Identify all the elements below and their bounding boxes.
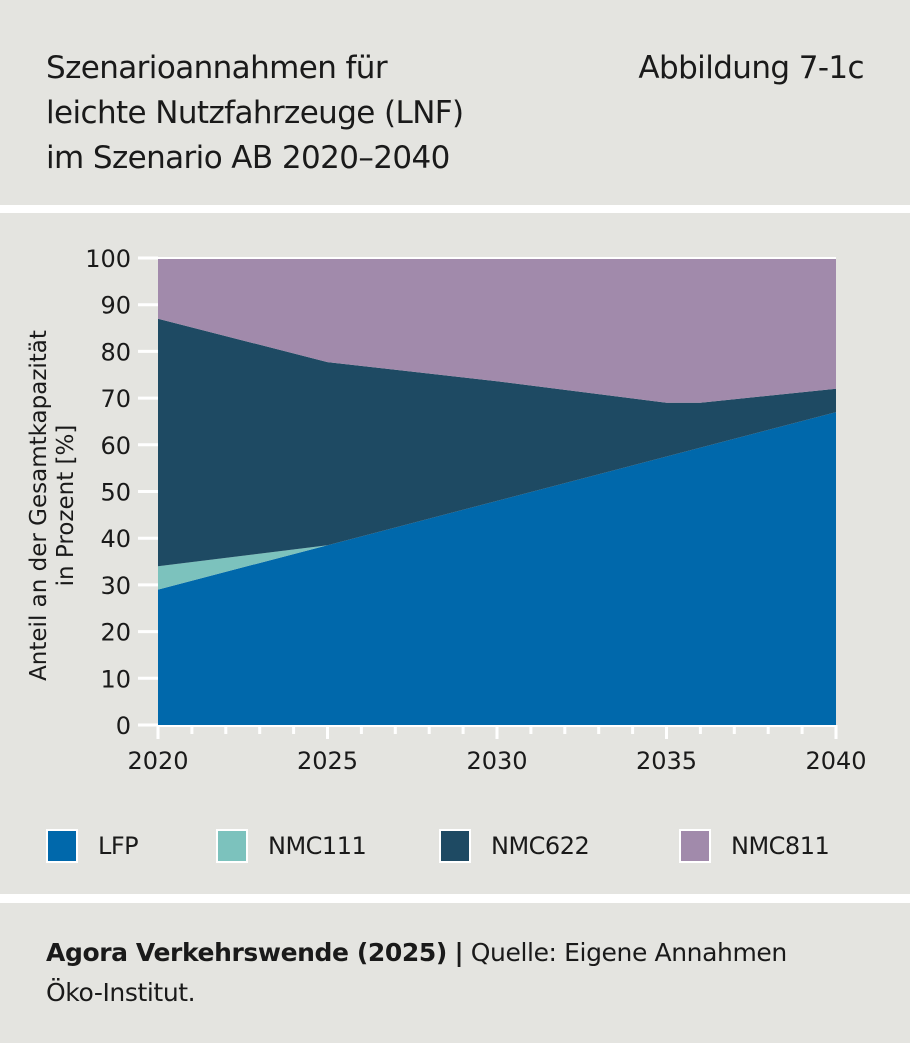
legend-swatch-nmc111 <box>216 829 248 863</box>
legend-item-nmc111: NMC111 <box>216 826 367 866</box>
area-layer <box>158 257 836 725</box>
x-tick-label: 2025 <box>297 747 358 775</box>
y-tick-label: 50 <box>100 479 131 507</box>
y-tick-label: 70 <box>100 385 131 413</box>
legend-swatch-nmc811 <box>679 829 711 863</box>
y-tick-label: 80 <box>100 338 131 366</box>
legend-swatch-nmc622 <box>439 829 471 863</box>
x-tick-label: 2030 <box>466 747 527 775</box>
title-line-3: im Szenario AB 2020–2040 <box>46 140 450 176</box>
y-tick-label: 30 <box>100 572 131 600</box>
source-separator: | <box>454 938 464 967</box>
area-lfp <box>158 412 836 725</box>
figure-number: Abbildung 7-1c <box>638 50 864 86</box>
title-line-2: leichte Nutzfahrzeuge (LNF) <box>46 95 464 131</box>
y-tick-label: 60 <box>100 432 131 460</box>
y-tick-label: 40 <box>100 525 131 553</box>
legend: LFP NMC111 NMC622 NMC811 <box>0 826 910 866</box>
area-nmc811 <box>158 258 836 403</box>
header-panel: Szenarioannahmen für leichte Nutzfahrzeu… <box>0 0 910 205</box>
footer-panel: Agora Verkehrswende (2025) | Quelle: Eig… <box>0 903 910 1043</box>
title-line-1: Szenarioannahmen für <box>46 50 388 86</box>
chart-panel: 0 10 20 30 40 50 60 70 80 90 100 2020 2025 2030 2035 2… <box>0 213 910 894</box>
legend-item-nmc622: NMC622 <box>439 826 590 866</box>
legend-item-lfp: LFP <box>46 826 139 866</box>
legend-label-nmc111: NMC111 <box>268 832 367 860</box>
x-tick-label: 2035 <box>636 747 697 775</box>
source-note: Agora Verkehrswende (2025) | Quelle: Eig… <box>46 933 787 1013</box>
y-tick-label: 0 <box>116 712 131 740</box>
y-tick-label: 100 <box>85 245 131 273</box>
x-tick-label: 2040 <box>805 747 866 775</box>
y-tick-label: 20 <box>100 619 131 647</box>
y-axis-label-line-2: in Prozent [%] <box>53 425 79 587</box>
source-text: Quelle: Eigene Annahmen <box>463 938 787 967</box>
y-axis: 0 10 20 30 40 50 60 70 80 90 100 <box>85 245 158 740</box>
source-line-2: Öko-Institut. <box>46 978 196 1007</box>
chart-title: Szenarioannahmen für leichte Nutzfahrzeu… <box>46 46 464 181</box>
y-axis-label-line-1: Anteil an der Gesamtkapazität <box>26 330 52 681</box>
legend-label-nmc811: NMC811 <box>731 832 830 860</box>
y-tick-label: 90 <box>100 292 131 320</box>
legend-label-nmc622: NMC622 <box>491 832 590 860</box>
y-tick-label: 10 <box>100 665 131 693</box>
legend-swatch-lfp <box>46 829 78 863</box>
area-nmc622 <box>158 318 836 567</box>
source-publisher: Agora Verkehrswende (2025) <box>46 938 447 967</box>
legend-label-lfp: LFP <box>98 832 139 860</box>
x-axis: 2020 2025 2030 2035 2040 <box>127 725 867 775</box>
legend-item-nmc811: NMC811 <box>679 826 830 866</box>
x-tick-label: 2020 <box>127 747 188 775</box>
